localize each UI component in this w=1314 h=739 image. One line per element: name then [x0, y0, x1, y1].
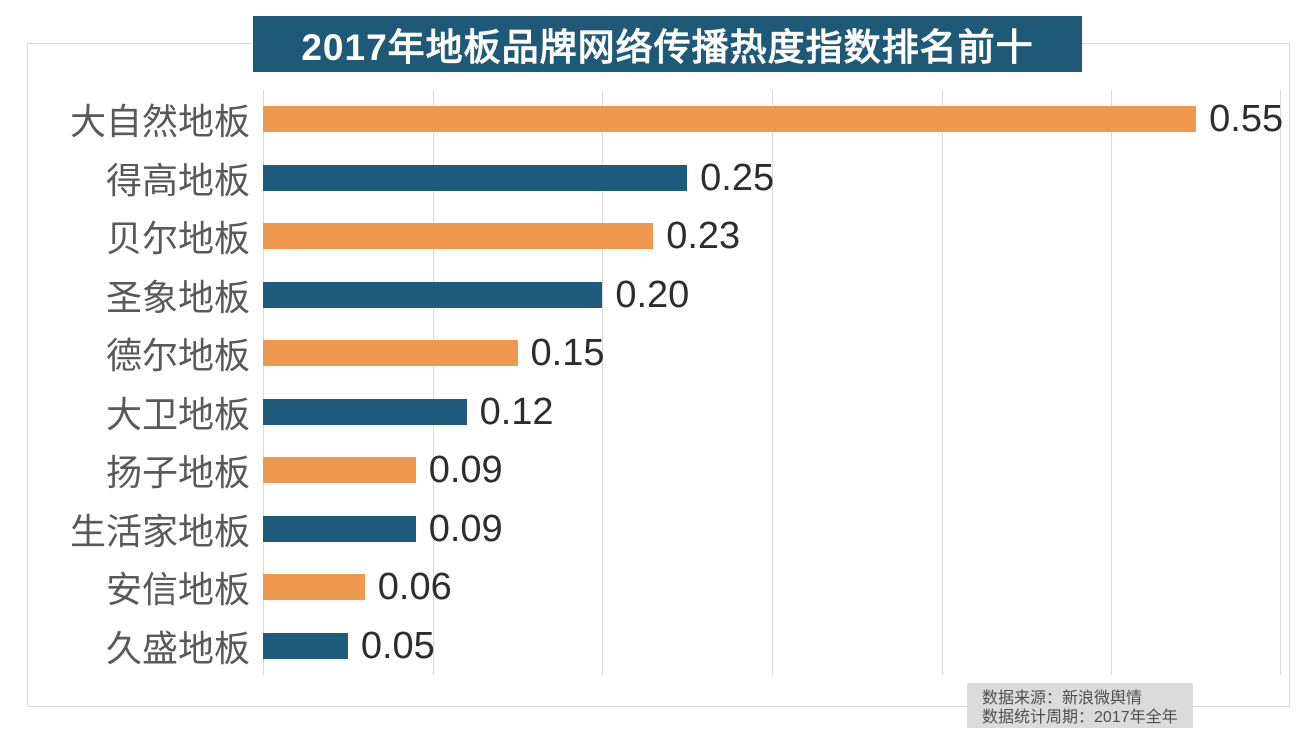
bar-row: 0.09: [263, 500, 1281, 559]
bar-row: 0.05: [263, 617, 1281, 676]
category-label-row: 久盛地板: [0, 617, 250, 676]
bar-久盛地板: [263, 632, 348, 659]
category-label-row: 大自然地板: [0, 90, 250, 149]
bar-贝尔地板: [263, 223, 654, 250]
category-label: 大自然地板: [69, 101, 250, 143]
gridline-x-0.5: [1111, 90, 1113, 675]
bar-得高地板: [263, 164, 688, 191]
category-label-row: 生活家地板: [0, 500, 250, 559]
bar-扬子地板: [263, 457, 416, 484]
category-label-row: 圣象地板: [0, 266, 250, 325]
bar-row: 0.12: [263, 383, 1281, 442]
plot-area: 0.55 0.25 0.23 0.20 0.15 0.12 0.09 0.09 0.06 0.05: [263, 90, 1284, 676]
bar-value-label: 0.05: [360, 624, 435, 667]
bar-大自然地板: [263, 106, 1197, 133]
chart-title: 2017年地板品牌网络传播热度指数排名前十: [301, 27, 1034, 68]
gridline-x-0.4: [941, 90, 943, 675]
source-line-1: 数据来源：新浪微舆情: [982, 690, 1143, 707]
bar-row: 0.55: [263, 90, 1284, 149]
source-line-2: 数据统计周期：2017年全年: [982, 709, 1178, 726]
bar-value-label: 0.09: [428, 449, 503, 492]
category-label-row: 德尔地板: [0, 324, 250, 383]
bar-value-label: 0.09: [428, 507, 503, 550]
bar-value-label: 0.23: [666, 215, 741, 258]
bar-value-label: 0.15: [530, 332, 605, 375]
bar-value-label: 0.25: [700, 156, 775, 199]
category-label-row: 大卫地板: [0, 383, 250, 442]
category-label-row: 贝尔地板: [0, 207, 250, 266]
bar-value-label: 0.06: [377, 566, 452, 609]
bar-row: 0.25: [263, 149, 1281, 208]
category-label-row: 安信地板: [0, 558, 250, 617]
category-label: 大卫地板: [105, 393, 250, 435]
category-label: 圣象地板: [105, 276, 250, 318]
bar-row: 0.06: [263, 558, 1281, 617]
bar-row: 0.15: [263, 324, 1281, 383]
source-note: 数据来源：新浪微舆情 数据统计周期：2017年全年: [967, 683, 1193, 728]
category-label: 扬子地板: [105, 452, 250, 494]
category-label: 得高地板: [105, 159, 250, 201]
bar-value-label: 0.12: [479, 390, 554, 433]
bar-row: 0.09: [263, 441, 1281, 500]
category-label: 久盛地板: [105, 627, 250, 669]
bar-value-label: 0.20: [615, 273, 690, 316]
bar-row: 0.20: [263, 266, 1281, 325]
bar-生活家地板: [263, 515, 416, 542]
bar-value-label: 0.55: [1209, 98, 1284, 141]
bar-大卫地板: [263, 398, 467, 425]
gridline-x-0.3: [772, 90, 773, 675]
chart-frame-border: [27, 43, 1290, 707]
gridline-x-0.0: [263, 90, 264, 675]
gridline-x-0.6: [1280, 90, 1281, 675]
gridline-x-0.1: [432, 90, 434, 675]
bar-row: 0.23: [263, 207, 1281, 266]
category-label: 贝尔地板: [105, 218, 250, 260]
category-label-row: 扬子地板: [0, 441, 250, 500]
category-label: 德尔地板: [105, 335, 250, 377]
category-label-row: 得高地板: [0, 149, 250, 208]
category-label: 安信地板: [105, 569, 250, 611]
bar-德尔地板: [263, 340, 518, 367]
category-label: 生活家地板: [69, 510, 250, 552]
bar-series: 0.55 0.25 0.23 0.20 0.15 0.12 0.09 0.09 0.06 0.05: [263, 90, 1284, 676]
gridline-x-0.2: [602, 90, 604, 675]
bar-安信地板: [263, 574, 365, 601]
category-axis-labels: 大自然地板得高地板贝尔地板圣象地板德尔地板大卫地板扬子地板生活家地板安信地板久盛…: [0, 90, 250, 675]
bar-圣象地板: [263, 281, 603, 308]
chart-title-banner: 2017年地板品牌网络传播热度指数排名前十: [253, 16, 1082, 72]
